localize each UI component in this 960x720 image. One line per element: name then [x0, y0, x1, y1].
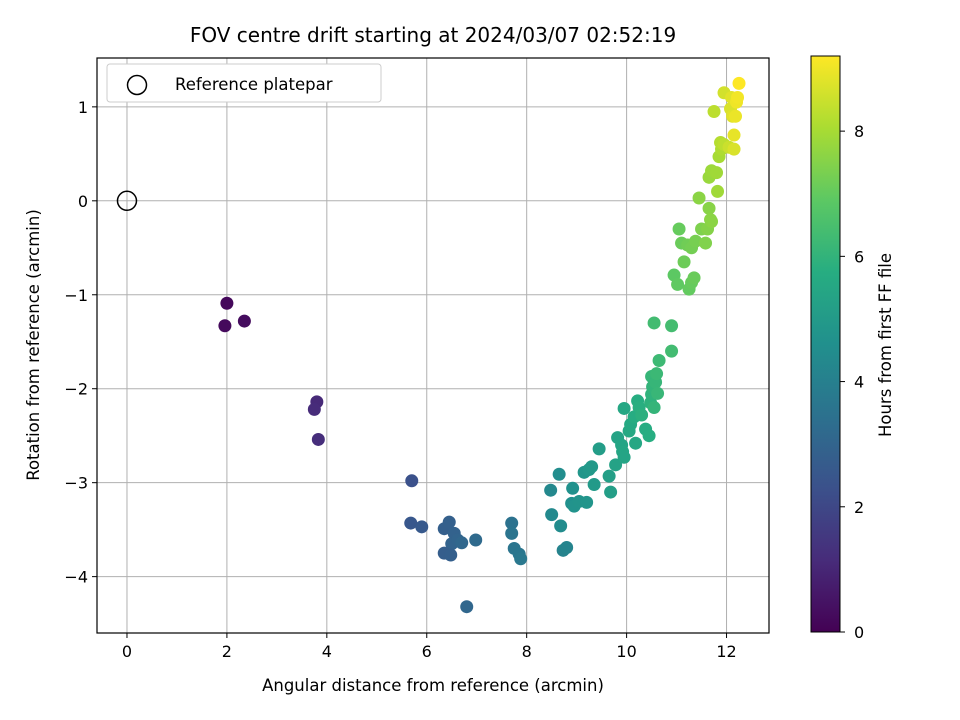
data-point	[671, 277, 685, 291]
data-point	[602, 469, 616, 483]
data-point	[609, 458, 623, 472]
data-point	[647, 316, 661, 330]
y-tick-label: −4	[64, 568, 88, 587]
data-point	[544, 483, 558, 497]
data-point	[404, 516, 418, 530]
data-point	[415, 520, 429, 534]
data-point	[692, 191, 706, 205]
data-point	[665, 319, 679, 333]
data-point	[469, 533, 483, 547]
data-point	[592, 442, 606, 456]
legend-entry-reference: Reference platepar	[175, 75, 333, 94]
y-tick-label: 0	[78, 192, 88, 211]
data-point	[617, 401, 631, 415]
reference-platepar-point	[116, 190, 138, 212]
colorbar-ticks: 0 2 4 6 8	[840, 122, 864, 642]
x-tick-label: 0	[122, 642, 132, 661]
data-point	[560, 541, 574, 555]
colorbar-tick-label: 6	[854, 247, 864, 266]
colorbar-tick-label: 0	[854, 623, 864, 642]
y-tick-label: 1	[78, 98, 88, 117]
data-point	[635, 408, 649, 422]
data-point	[587, 478, 601, 492]
grid-lines	[97, 58, 769, 633]
colorbar-label: Hours from first FF file	[876, 253, 895, 437]
reference-marker	[116, 190, 138, 212]
data-point	[554, 519, 568, 533]
data-point	[566, 481, 580, 495]
data-point	[727, 128, 741, 142]
data-point	[711, 184, 725, 198]
y-tick-label: −2	[64, 380, 88, 399]
data-point	[442, 515, 456, 529]
axis-ticks: 0 2 4 6 8 10 12 −4 −3 −2 −1 0 1	[64, 98, 736, 661]
chart-title: FOV centre drift starting at 2024/03/07 …	[190, 23, 676, 47]
data-point	[460, 600, 474, 614]
data-point	[585, 460, 599, 474]
data-point	[729, 109, 743, 123]
data-point	[731, 90, 745, 104]
data-point	[307, 402, 321, 416]
data-point	[705, 214, 719, 228]
data-point	[689, 234, 703, 248]
plot-frame	[96, 57, 770, 634]
data-point	[629, 436, 643, 450]
data-point	[580, 495, 594, 509]
data-point	[552, 467, 566, 481]
data-point	[444, 548, 458, 562]
scatter-points	[218, 76, 746, 614]
data-point	[505, 526, 519, 540]
y-tick-label: −1	[64, 286, 88, 305]
data-point	[218, 319, 232, 333]
data-point	[545, 508, 559, 522]
data-point	[237, 314, 251, 328]
x-tick-label: 12	[716, 642, 736, 661]
data-point	[505, 516, 519, 530]
data-point	[311, 432, 325, 446]
legend-marker-icon	[126, 74, 148, 96]
data-point	[727, 142, 741, 156]
data-point	[710, 166, 724, 180]
data-point	[405, 474, 419, 488]
data-point	[652, 354, 666, 368]
x-tick-label: 8	[522, 642, 532, 661]
y-axis-label: Rotation from reference (arcmin)	[24, 209, 43, 481]
data-point	[707, 105, 721, 119]
data-point	[732, 76, 746, 90]
data-point	[677, 255, 691, 269]
data-point	[220, 296, 234, 310]
data-point	[687, 271, 701, 285]
data-point	[604, 485, 618, 499]
colorbar-tick-label: 2	[854, 498, 864, 517]
legend: Reference platepar	[106, 63, 382, 103]
data-point	[699, 236, 713, 250]
data-point	[665, 344, 679, 358]
data-point	[642, 429, 656, 443]
x-tick-label: 6	[422, 642, 432, 661]
data-point	[651, 386, 665, 400]
legend-box	[106, 63, 382, 103]
data-point	[617, 450, 631, 464]
y-tick-label: −3	[64, 474, 88, 493]
colorbar-tick-label: 4	[854, 373, 864, 392]
x-axis-label: Angular distance from reference (arcmin)	[262, 676, 604, 695]
data-point	[647, 401, 661, 415]
data-point	[702, 201, 716, 215]
x-tick-label: 4	[322, 642, 332, 661]
data-point	[672, 222, 686, 236]
data-point	[650, 367, 664, 381]
x-tick-label: 10	[616, 642, 636, 661]
colorbar-gradient	[810, 55, 841, 633]
x-tick-label: 2	[222, 642, 232, 661]
data-point	[455, 536, 469, 550]
colorbar-tick-label: 8	[854, 122, 864, 141]
colorbar: 0 2 4 6 8 Hours from first FF file	[810, 55, 895, 642]
data-point	[514, 552, 528, 566]
